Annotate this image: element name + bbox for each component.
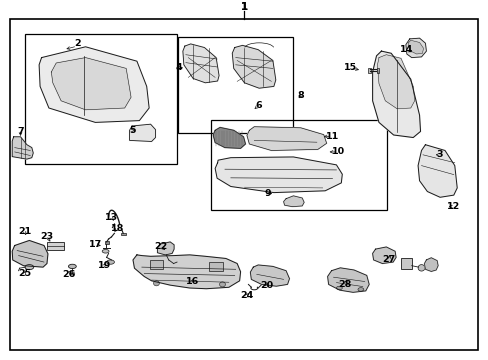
Text: 10: 10 <box>331 148 344 156</box>
Text: 23: 23 <box>41 232 53 241</box>
Bar <box>211 120 386 210</box>
Text: 28: 28 <box>338 280 351 289</box>
Text: 21: 21 <box>18 228 31 236</box>
Text: 3: 3 <box>436 150 443 159</box>
Ellipse shape <box>153 281 159 286</box>
Ellipse shape <box>68 264 76 269</box>
Polygon shape <box>133 255 240 289</box>
Polygon shape <box>183 44 219 83</box>
Bar <box>376 68 379 73</box>
Text: 20: 20 <box>260 282 272 290</box>
Polygon shape <box>157 242 174 255</box>
Bar <box>149 260 163 269</box>
Text: 4: 4 <box>175 63 182 72</box>
Polygon shape <box>232 45 275 88</box>
Bar <box>25 34 177 164</box>
Ellipse shape <box>70 272 75 275</box>
Polygon shape <box>372 247 395 264</box>
Bar <box>400 258 411 269</box>
Ellipse shape <box>106 260 114 264</box>
Ellipse shape <box>102 249 109 253</box>
Polygon shape <box>129 124 155 141</box>
Polygon shape <box>51 58 131 110</box>
Text: 9: 9 <box>264 189 271 198</box>
Ellipse shape <box>219 282 225 287</box>
Text: 27: 27 <box>382 256 395 264</box>
Polygon shape <box>405 38 426 58</box>
Bar <box>367 68 370 73</box>
Text: 25: 25 <box>18 269 31 278</box>
Text: 24: 24 <box>239 292 253 300</box>
Polygon shape <box>424 258 437 271</box>
Polygon shape <box>327 268 368 292</box>
Text: 18: 18 <box>110 224 124 233</box>
Bar <box>47 242 63 250</box>
Polygon shape <box>12 137 33 159</box>
Text: 6: 6 <box>254 102 261 110</box>
Polygon shape <box>213 127 245 148</box>
Text: 16: 16 <box>185 277 199 286</box>
Text: 17: 17 <box>89 240 102 249</box>
Polygon shape <box>39 47 149 122</box>
Text: 14: 14 <box>399 45 413 54</box>
Polygon shape <box>377 55 414 109</box>
Text: 11: 11 <box>325 132 339 140</box>
Text: 5: 5 <box>128 126 135 135</box>
Text: 1: 1 <box>241 2 247 12</box>
Text: 15: 15 <box>343 63 356 72</box>
Ellipse shape <box>357 288 363 291</box>
Polygon shape <box>372 51 420 138</box>
Text: 13: 13 <box>105 213 118 222</box>
Polygon shape <box>417 145 456 197</box>
Text: 2: 2 <box>74 40 81 49</box>
Polygon shape <box>407 40 423 54</box>
Ellipse shape <box>336 286 342 290</box>
Polygon shape <box>246 127 326 150</box>
Bar <box>209 262 223 271</box>
Polygon shape <box>215 157 342 193</box>
Text: 12: 12 <box>446 202 460 211</box>
Ellipse shape <box>25 265 34 270</box>
Text: 8: 8 <box>297 91 304 100</box>
Polygon shape <box>250 265 289 286</box>
Text: 22: 22 <box>154 242 168 251</box>
Text: 19: 19 <box>97 261 111 270</box>
Text: 1: 1 <box>241 2 247 12</box>
Text: 7: 7 <box>17 127 24 136</box>
Text: 26: 26 <box>61 270 75 279</box>
Bar <box>178 37 293 133</box>
Ellipse shape <box>417 265 424 271</box>
Polygon shape <box>12 240 48 267</box>
Polygon shape <box>283 196 304 207</box>
Bar <box>104 241 108 244</box>
Bar <box>121 233 126 235</box>
